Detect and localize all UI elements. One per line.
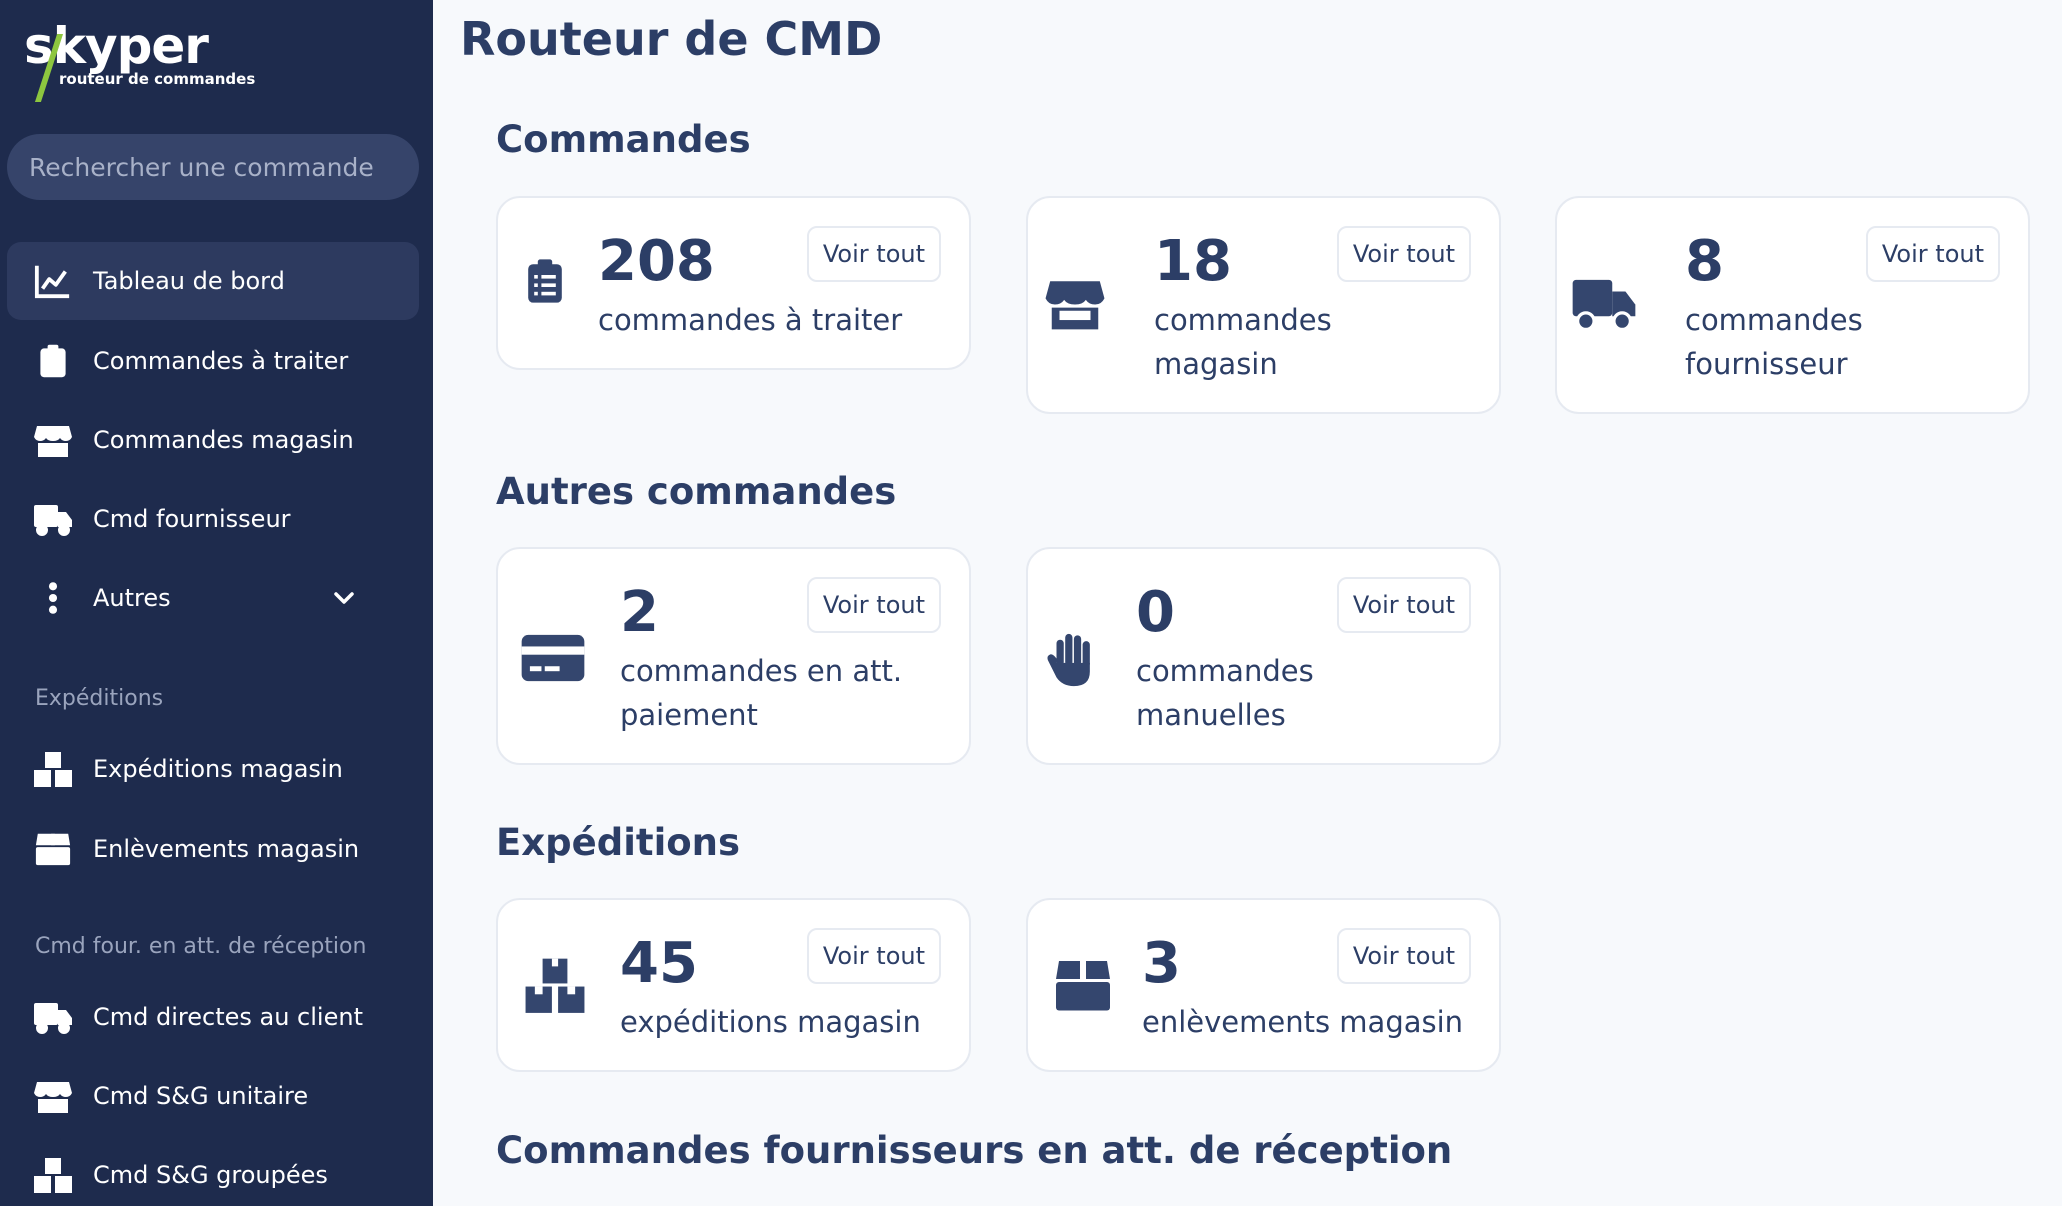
card-value: 2 xyxy=(620,580,659,645)
box-icon xyxy=(1048,950,1118,1020)
logo-subtitle: routeur de commandes xyxy=(59,70,256,88)
page-title: Routeur de CMD xyxy=(460,12,883,66)
card-value: 18 xyxy=(1154,229,1232,294)
sidebar-item-label: Commandes à traiter xyxy=(93,347,349,375)
hand-icon xyxy=(1036,625,1106,695)
sidebar-item-label: Autres xyxy=(93,584,171,612)
voir-tout-button[interactable]: Voir tout xyxy=(1336,226,1471,282)
section-title-expeditions: Expéditions xyxy=(496,821,741,864)
card-label: expéditions magasin xyxy=(620,1005,921,1039)
truck-icon xyxy=(1569,268,1639,338)
sidebar-item-label: Enlèvements magasin xyxy=(93,835,360,863)
sidebar-item-commandes-a-traiter[interactable]: Commandes à traiter xyxy=(7,322,419,400)
card-label: commandes manuelles xyxy=(1136,654,1314,732)
voir-tout-button[interactable]: Voir tout xyxy=(1336,928,1471,984)
boxes-icon xyxy=(33,749,73,789)
voir-tout-button[interactable]: Voir tout xyxy=(1336,577,1471,633)
store-icon xyxy=(1040,268,1110,338)
credit-card-icon xyxy=(518,623,588,693)
card-commandes-magasin: 18 commandes magasin Voir tout xyxy=(1026,196,1501,414)
section-title-autres-commandes: Autres commandes xyxy=(496,470,897,513)
card-label: commandes magasin xyxy=(1154,303,1332,381)
card-value: 45 xyxy=(620,931,698,996)
card-label: enlèvements magasin xyxy=(1142,1005,1464,1039)
sidebar-item-enlevements-magasin[interactable]: Enlèvements magasin xyxy=(7,810,419,888)
sidebar-item-label: Expéditions magasin xyxy=(93,755,343,783)
boxes-icon xyxy=(33,1155,73,1195)
sidebar-item-autres[interactable]: Autres xyxy=(7,559,419,637)
card-commandes-fournisseur: 8 commandes fournisseur Voir tout xyxy=(1555,196,2030,414)
sidebar-item-cmd-fournisseur[interactable]: Cmd fournisseur xyxy=(7,480,419,558)
card-expeditions-magasin: 45 expéditions magasin Voir tout xyxy=(496,898,971,1072)
clipboard-list-icon xyxy=(510,246,580,316)
card-enlevements-magasin: 3 enlèvements magasin Voir tout xyxy=(1026,898,1501,1072)
card-value: 208 xyxy=(598,229,715,294)
search-input[interactable] xyxy=(7,134,419,200)
clipboard-list-icon xyxy=(33,341,73,381)
card-commandes-att-paiement: 2 commandes en att. paiement Voir tout xyxy=(496,547,971,765)
sidebar-item-cmd-directes-client[interactable]: Cmd directes au client xyxy=(7,978,419,1056)
card-label: commandes en att. paiement xyxy=(620,654,903,732)
store-icon xyxy=(33,1076,73,1116)
sidebar-item-cmd-sg-groupees[interactable]: Cmd S&G groupées xyxy=(7,1136,419,1206)
card-label: commandes fournisseur xyxy=(1685,303,1863,381)
card-commandes-manuelles: 0 commandes manuelles Voir tout xyxy=(1026,547,1501,765)
voir-tout-button[interactable]: Voir tout xyxy=(1865,226,2000,282)
vertical-dots-icon xyxy=(33,578,73,618)
sidebar-item-label: Cmd S&G groupées xyxy=(93,1161,328,1189)
sidebar-item-label: Commandes magasin xyxy=(93,426,354,454)
boxes-icon xyxy=(520,950,590,1020)
app-logo[interactable]: skyper routeur de commandes xyxy=(24,16,255,102)
sidebar-section-cmd-four: Cmd four. en att. de réception xyxy=(35,934,367,959)
box-icon xyxy=(33,829,73,869)
sidebar-item-label: Tableau de bord xyxy=(93,267,285,295)
sidebar-section-expeditions: Expéditions xyxy=(35,686,164,711)
card-value: 3 xyxy=(1142,931,1181,996)
sidebar-item-label: Cmd fournisseur xyxy=(93,505,291,533)
voir-tout-button[interactable]: Voir tout xyxy=(806,226,941,282)
card-value: 0 xyxy=(1136,580,1175,645)
sidebar-item-label: Cmd S&G unitaire xyxy=(93,1082,309,1110)
chart-line-icon xyxy=(33,261,73,301)
sidebar: skyper routeur de commandes Tableau de b… xyxy=(0,0,433,1206)
chevron-down-icon xyxy=(329,583,359,613)
truck-icon xyxy=(33,499,73,539)
sidebar-item-commandes-magasin[interactable]: Commandes magasin xyxy=(7,401,419,479)
sidebar-item-expeditions-magasin[interactable]: Expéditions magasin xyxy=(7,730,419,808)
card-commandes-a-traiter: 208 commandes à traiter Voir tout xyxy=(496,196,971,370)
sidebar-item-label: Cmd directes au client xyxy=(93,1003,363,1031)
sidebar-item-cmd-sg-unitaire[interactable]: Cmd S&G unitaire xyxy=(7,1057,419,1135)
card-value: 8 xyxy=(1685,229,1724,294)
voir-tout-button[interactable]: Voir tout xyxy=(806,928,941,984)
card-label: commandes à traiter xyxy=(598,303,903,337)
section-title-commandes-fournisseurs: Commandes fournisseurs en att. de récept… xyxy=(496,1129,1453,1172)
sidebar-item-tableau-de-bord[interactable]: Tableau de bord xyxy=(7,242,419,320)
section-title-commandes: Commandes xyxy=(496,118,751,161)
truck-icon xyxy=(33,997,73,1037)
voir-tout-button[interactable]: Voir tout xyxy=(806,577,941,633)
store-icon xyxy=(33,420,73,460)
